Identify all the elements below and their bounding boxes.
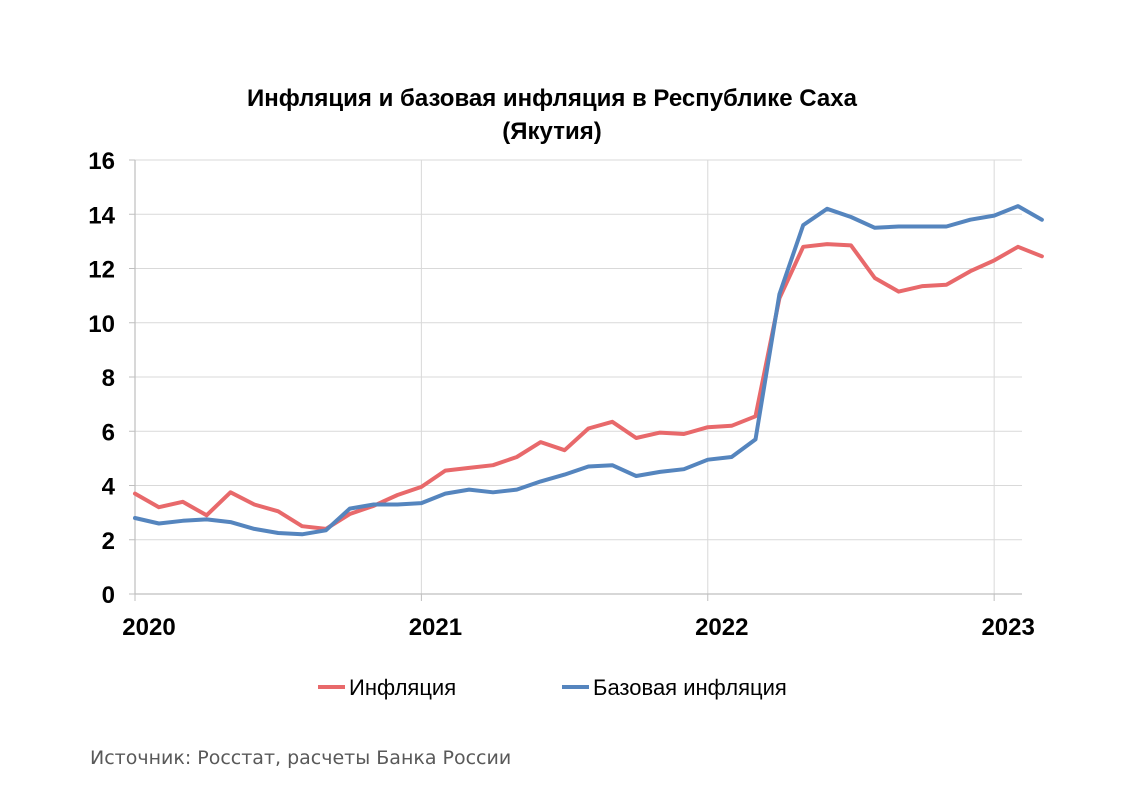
y-tick-label: 4 bbox=[102, 474, 116, 501]
x-tick-label: 2023 bbox=[981, 614, 1034, 641]
y-tick-label: 2 bbox=[102, 528, 115, 555]
chart-title-line-1: Инфляция и базовая инфляция в Республике… bbox=[247, 85, 858, 112]
legend-label-core-inflation: Базовая инфляция bbox=[593, 675, 787, 700]
source-note: Источник: Росстат, расчеты Банка России bbox=[90, 747, 511, 769]
series-line-core-inflation bbox=[133, 204, 1044, 537]
chart-title-line-2: (Якутия) bbox=[502, 118, 601, 145]
axes bbox=[129, 159, 1022, 601]
series-line-inflation bbox=[133, 242, 1044, 531]
x-tick-labels: 2020 2021 2022 2023 bbox=[122, 614, 1035, 641]
y-tick-label: 10 bbox=[88, 311, 115, 338]
y-tick-label: 12 bbox=[88, 257, 115, 284]
y-tick-labels: 0 2 4 6 8 10 12 14 16 bbox=[88, 148, 115, 609]
legend-label-inflation: Инфляция bbox=[349, 675, 456, 700]
y-tick-label: 16 bbox=[88, 148, 115, 175]
grid bbox=[135, 159, 1022, 594]
x-tick-label: 2022 bbox=[695, 614, 748, 641]
x-tick-label: 2020 bbox=[122, 614, 175, 641]
y-tick-label: 0 bbox=[102, 582, 115, 609]
legend: Инфляция Базовая инфляция bbox=[318, 675, 787, 700]
y-tick-label: 6 bbox=[102, 419, 115, 446]
y-tick-label: 14 bbox=[88, 202, 115, 229]
series-lines bbox=[133, 204, 1044, 537]
y-tick-label: 8 bbox=[102, 365, 115, 392]
x-tick-label: 2021 bbox=[409, 614, 462, 641]
